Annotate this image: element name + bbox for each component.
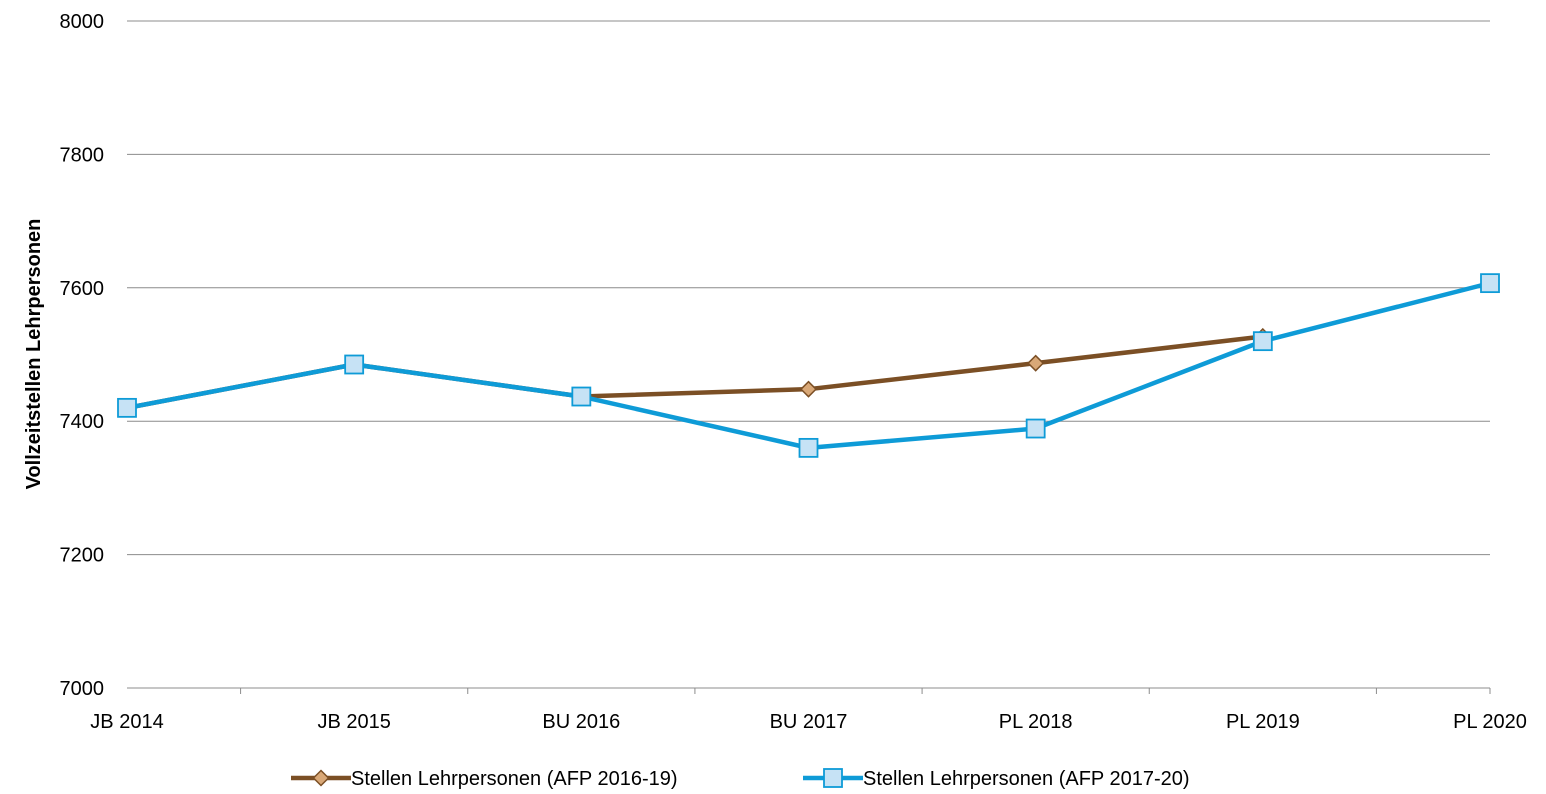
y-tick-label: 7800 [60, 144, 105, 166]
x-tick-label: JB 2015 [317, 711, 390, 733]
x-tick-label: JB 2014 [90, 711, 163, 733]
data-point [1480, 273, 1500, 294]
y-tick-label: 7600 [60, 278, 105, 300]
legend-label: Stellen Lehrpersonen (AFP 2016-19) [351, 768, 678, 790]
data-point [1252, 331, 1273, 352]
data-point [344, 354, 365, 375]
series-2 [117, 273, 1500, 458]
x-tick-label: PL 2019 [1226, 711, 1300, 733]
data-point [1027, 354, 1045, 372]
data-point [1025, 418, 1046, 439]
legend-swatch-marker [312, 769, 330, 787]
x-tick-label: BU 2016 [542, 711, 620, 733]
series-lines [117, 273, 1500, 458]
legend-item: Stellen Lehrpersonen (AFP 2016-19) [291, 768, 678, 790]
legend: Stellen Lehrpersonen (AFP 2016-19) Stelle… [291, 768, 1190, 790]
data-point [117, 397, 137, 418]
data-point [799, 380, 818, 398]
data-point [798, 437, 819, 458]
legend-label: Stellen Lehrpersonen (AFP 2017-20) [863, 768, 1190, 790]
legend-swatch-marker [823, 768, 843, 788]
y-axis-ticks: 7000 7200 7400 7600 7800 8000 [60, 11, 105, 700]
x-tick-label: PL 2018 [999, 711, 1073, 733]
x-axis-ticks: JB 2014 JB 2015 BU 2016 BU 2017 PL 2018 PL 20… [90, 711, 1527, 733]
x-tick-label: PL 2020 [1453, 711, 1527, 733]
y-tick-label: 7200 [60, 545, 105, 567]
series-line [126, 334, 1264, 411]
data-point [571, 386, 592, 407]
series-line [126, 280, 1491, 451]
x-axis [127, 687, 1491, 694]
x-tick-label: BU 2017 [770, 711, 848, 733]
y-tick-label: 7000 [60, 678, 105, 700]
legend-item: Stellen Lehrpersonen (AFP 2017-20) [803, 768, 1190, 790]
gridlines [127, 20, 1490, 556]
y-tick-label: 8000 [60, 11, 105, 33]
y-axis-title: Vollzeitstellen Lehrpersonen [23, 219, 45, 490]
y-tick-label: 7400 [60, 411, 105, 433]
